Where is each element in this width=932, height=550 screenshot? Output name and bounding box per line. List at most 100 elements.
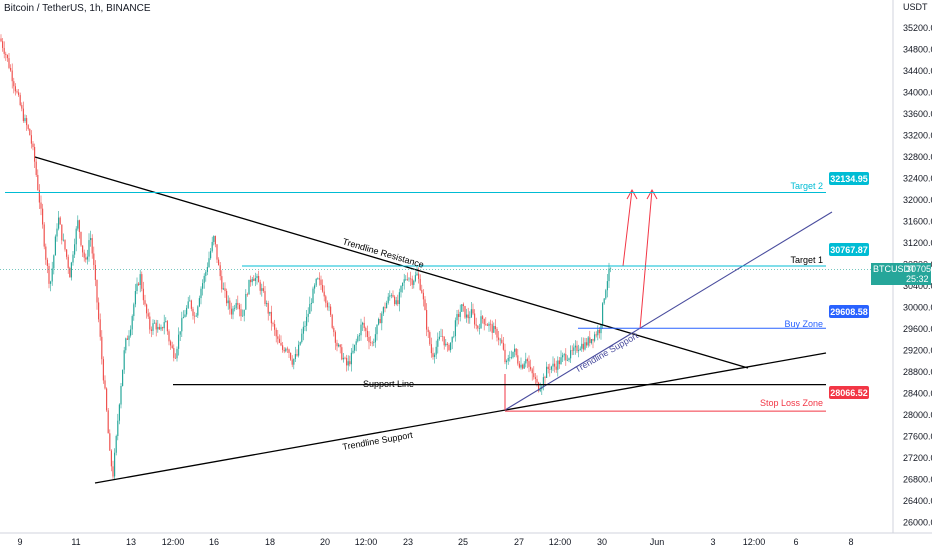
candle-body (93, 253, 95, 265)
candle-body (418, 273, 420, 279)
candle-body (389, 295, 391, 297)
price-tick: 35200.00 (903, 23, 932, 33)
candle-body (349, 361, 351, 365)
candle-body (27, 125, 29, 129)
candle-body (424, 299, 426, 311)
candle-body (0, 38, 2, 42)
candle-body (246, 294, 248, 295)
candle-body (170, 341, 172, 346)
trendline-resistance[interactable] (34, 156, 749, 369)
candle-body (30, 135, 32, 144)
candle-body (285, 348, 287, 352)
time-tick: 12:00 (355, 537, 378, 547)
price-tick: 31200.00 (903, 238, 932, 248)
candle-body (152, 323, 154, 331)
candle-body (534, 377, 536, 379)
candle-body (512, 351, 514, 358)
candle-body (406, 279, 408, 280)
time-tick: 12:00 (162, 537, 185, 547)
candle-body (552, 363, 554, 367)
candle-body (162, 327, 164, 329)
candle-body (197, 306, 199, 316)
candle-body (157, 326, 159, 330)
candle-body (558, 360, 560, 365)
symbol-label: BTCUSDT (873, 264, 916, 274)
candle-body (106, 388, 108, 411)
candle-body (310, 302, 312, 304)
candle-body (122, 369, 124, 386)
candle-body (493, 326, 495, 333)
candle-body (262, 288, 264, 292)
trendline-support-upper[interactable] (504, 211, 833, 411)
candle-body (75, 228, 77, 245)
candle-body (54, 236, 56, 256)
target-arrow-1 (607, 189, 633, 267)
candle-body (190, 300, 192, 309)
candle-body (138, 283, 140, 286)
candle-body (565, 354, 567, 361)
candle-body (278, 338, 280, 343)
candle-body (435, 346, 437, 355)
candle-body (226, 290, 228, 304)
candle-body (309, 303, 311, 314)
price-tick: 34800.00 (903, 44, 932, 54)
candle-body (443, 336, 445, 346)
candle-body (288, 349, 290, 353)
candle-body (99, 319, 101, 337)
candle-body (450, 342, 452, 351)
trendline-support-lower[interactable] (94, 352, 827, 484)
price-tick: 32400.00 (903, 173, 932, 183)
candle-body (331, 314, 333, 328)
candle-body (8, 58, 10, 68)
trendline-support-upper-label: Trendline Support (573, 330, 640, 375)
candle-body (35, 161, 37, 175)
candle-body (371, 342, 373, 344)
candle-body (221, 276, 223, 290)
candle-body (605, 290, 607, 299)
candle-body (603, 298, 605, 304)
candle-body (240, 309, 242, 317)
candle-body (394, 296, 396, 305)
candle-body (18, 92, 20, 96)
candle-body (608, 268, 610, 282)
candle-body (590, 339, 592, 344)
candle-body (69, 267, 71, 278)
time-tick: 12:00 (549, 537, 572, 547)
candle-body (261, 288, 263, 291)
candle-body (149, 316, 151, 330)
candle-body (338, 344, 340, 347)
candle-body (238, 304, 240, 310)
candle-body (130, 329, 132, 336)
candle-body (26, 118, 28, 126)
candle-body (514, 348, 516, 352)
candle-body (136, 283, 138, 292)
candle-body (245, 294, 247, 310)
candle-body (219, 265, 221, 277)
candle-body (192, 308, 194, 316)
candle-body (301, 333, 303, 343)
candle-body (550, 366, 552, 370)
candle-body (594, 334, 596, 341)
candle-body (504, 349, 506, 363)
candlestick-series (0, 34, 612, 480)
candle-body (494, 326, 496, 329)
candle-body (213, 235, 215, 242)
time-tick: 18 (265, 537, 275, 547)
candle-body (214, 235, 216, 245)
candle-body (403, 279, 405, 283)
candle-body (42, 208, 44, 225)
candle-body (387, 296, 389, 303)
candle-body (126, 338, 128, 340)
candle-body (336, 342, 338, 347)
candle-body (10, 67, 12, 71)
candle-body (110, 450, 112, 467)
candle-body (413, 280, 415, 285)
candle-body (274, 324, 276, 330)
candle-body (34, 146, 36, 162)
candle-body (139, 274, 141, 286)
candle-body (506, 360, 508, 363)
candle-body (80, 232, 82, 246)
candle-body (456, 314, 458, 321)
candle-body (222, 288, 224, 290)
